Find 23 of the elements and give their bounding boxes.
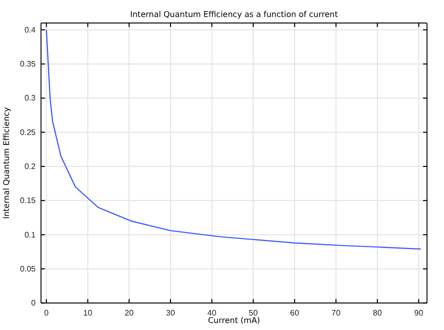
x-tick-label: 30 xyxy=(166,308,176,318)
x-tick-label: 0 xyxy=(44,308,50,318)
y-tick-label: 0 xyxy=(31,298,36,308)
y-tick-label: 0.05 xyxy=(20,264,36,274)
x-tick-label: 90 xyxy=(414,308,424,318)
y-tick-label: 0.15 xyxy=(20,196,36,206)
x-tick-label: 80 xyxy=(372,308,382,318)
y-tick-label: 0.25 xyxy=(20,128,36,137)
y-tick-label: 0.35 xyxy=(20,60,36,69)
x-tick-label: 10 xyxy=(83,308,93,318)
x-tick-label: 60 xyxy=(290,308,300,318)
line-series xyxy=(46,29,422,250)
y-tick-label: 0.4 xyxy=(24,25,36,34)
y-tick-label: 0.1 xyxy=(24,230,36,240)
y-tick-label: 0.2 xyxy=(24,162,36,171)
x-tick-label: 50 xyxy=(248,308,258,318)
y-tick-label: 0.3 xyxy=(24,94,36,103)
x-tick-label: 70 xyxy=(332,308,341,318)
x-axis-title: Current (mA) xyxy=(208,316,260,325)
y-axis-title: Internal Quantum Efficiency xyxy=(2,106,11,219)
chart-title: Internal Quantum Efficiency as a function of current xyxy=(130,10,338,19)
x-tick-label: 20 xyxy=(124,308,134,318)
x-tick-label: 40 xyxy=(207,308,217,318)
